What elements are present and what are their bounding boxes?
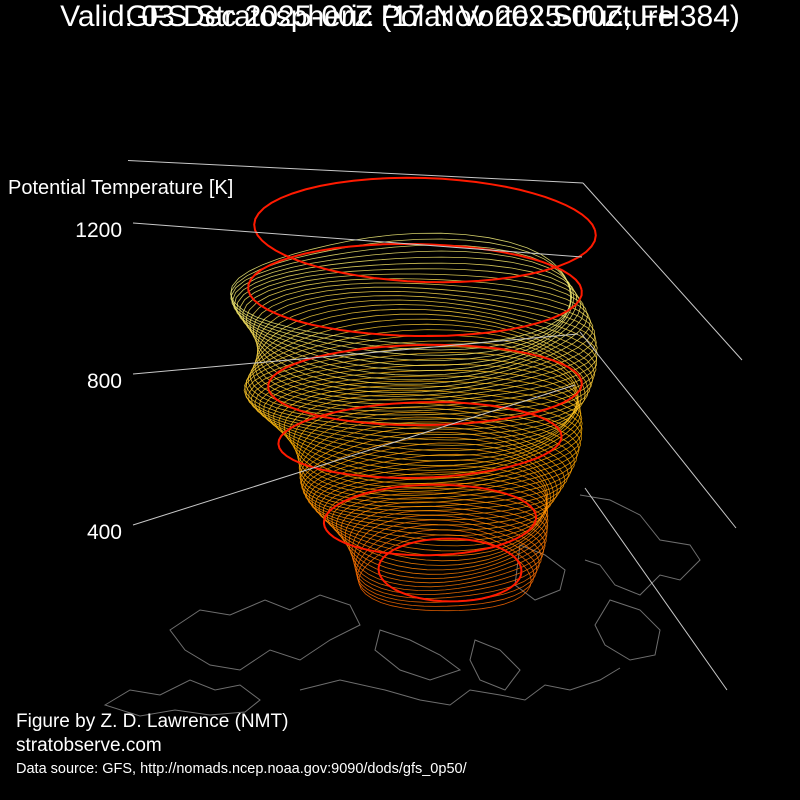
highlighted-isentrope — [277, 401, 563, 479]
isentrope-contour — [243, 334, 586, 436]
isentrope-contour — [351, 510, 544, 592]
highlighted-isentrope — [267, 343, 583, 427]
credit-data-source: Data source: GFS, http://nomads.ncep.noa… — [16, 761, 467, 777]
isentrope-contour — [254, 358, 578, 457]
axis-mid-right — [579, 331, 737, 529]
highlighted-isentrope — [377, 537, 523, 603]
isentrope-contour — [300, 426, 566, 516]
isentrope-contour — [258, 364, 579, 462]
isentrope-contour — [303, 442, 555, 531]
axis-top-right — [582, 182, 743, 361]
isentrope-contour — [301, 431, 562, 521]
highlighted-isentrope — [322, 483, 538, 557]
credit-author: Figure by Z. D. Lawrence (NMT) — [16, 711, 289, 732]
isentrope-contour — [305, 448, 551, 536]
z-grid-line-800 — [132, 333, 579, 375]
isentrope-contour — [299, 421, 569, 512]
isentrope-contour — [239, 268, 585, 376]
isentrope-contour — [311, 459, 548, 547]
isentrope-contour — [308, 453, 549, 542]
z-axis-frame — [127, 160, 743, 691]
isentrope-contour — [251, 352, 578, 452]
isentrope-contour — [355, 524, 538, 603]
coastline-map — [103, 494, 701, 717]
credit-site: stratobserve.com — [16, 735, 162, 756]
z-axis-label: Potential Temperature [K] — [8, 177, 233, 199]
highlighted-contours — [247, 176, 597, 603]
isentrope-contour — [318, 471, 548, 557]
z-tick-label-400: 400 — [87, 521, 122, 544]
vortex-isosurface — [230, 232, 598, 612]
axis-top-back — [127, 160, 584, 184]
z-grid-line-1200 — [132, 222, 583, 258]
z-tick-label-1200: 1200 — [75, 219, 122, 242]
chart-title-line2: Valid: 03 Dec 2025-00Z (17 Nov 2025-00Z,… — [60, 0, 740, 33]
isentrope-contour — [252, 286, 595, 393]
z-grid-line-400 — [132, 384, 576, 526]
isentrope-contour — [233, 256, 578, 367]
isentrope-contour — [245, 340, 582, 441]
isentrope-contour — [302, 437, 558, 526]
axis-bottom-right — [584, 487, 728, 691]
chart-title-line1: GFS Stratospheric Polar Vortex Structure — [125, 0, 675, 33]
isentrope-contour — [358, 534, 532, 612]
isentrope-contour — [231, 250, 575, 361]
highlighted-isentrope — [253, 176, 597, 284]
isentrope-contour — [263, 369, 581, 467]
isentrope-contour — [230, 232, 573, 345]
z-tick-label-800: 800 — [87, 370, 122, 393]
